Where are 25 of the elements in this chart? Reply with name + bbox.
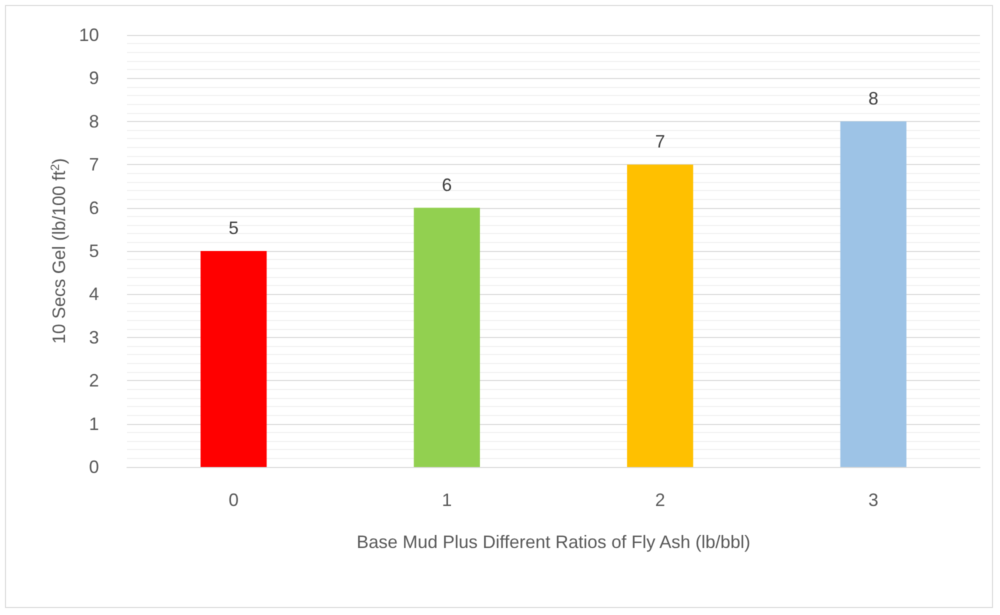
y-axis-title: 10 Secs Gel (lb/100 ft2) <box>48 158 69 344</box>
bar <box>200 251 267 467</box>
y-tick-label: 3 <box>88 327 99 348</box>
data-label: 6 <box>442 174 452 195</box>
bar <box>414 208 480 467</box>
y-tick-label: 5 <box>88 241 99 261</box>
y-tick-label: 8 <box>88 111 99 132</box>
x-tick-label: 2 <box>655 490 666 510</box>
data-label: 7 <box>655 132 666 152</box>
bar <box>627 164 694 467</box>
y-tick-label: 10 <box>78 25 99 45</box>
y-tick-label: 9 <box>88 68 99 88</box>
y-tick-label: 4 <box>88 284 99 304</box>
y-tick-label: 2 <box>88 370 99 391</box>
y-tick-label: 6 <box>88 198 99 218</box>
x-axis-title: Base Mud Plus Different Ratios of Fly Ash (lb/bbl) <box>356 532 750 552</box>
data-label: 8 <box>868 88 878 108</box>
y-tick-label: 7 <box>88 154 99 175</box>
bar <box>840 121 906 467</box>
x-tick-label: 0 <box>228 490 239 510</box>
x-tick-label: 3 <box>868 490 878 510</box>
data-label: 5 <box>228 218 239 238</box>
y-tick-label: 0 <box>88 457 99 477</box>
x-tick-label: 1 <box>442 490 452 510</box>
y-tick-label: 1 <box>88 414 99 434</box>
